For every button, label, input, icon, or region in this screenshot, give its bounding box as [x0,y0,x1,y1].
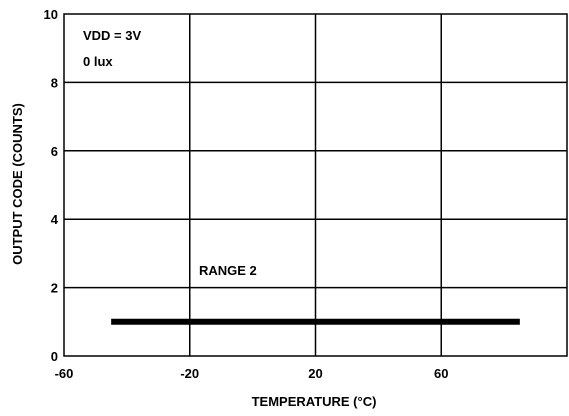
x-tick-label: -60 [55,366,74,381]
condition-lux: 0 lux [83,54,113,69]
y-tick-labels: 0 2 4 6 8 10 [44,7,59,364]
x-tick-labels: -60 -20 20 60 [55,366,449,381]
y-tick-label: 6 [51,144,58,159]
y-tick-label: 10 [44,7,58,22]
x-tick-label: 20 [308,366,322,381]
series-label-range-2: RANGE 2 [199,263,257,278]
condition-vdd: VDD = 3V [83,28,141,43]
y-tick-label: 0 [51,349,58,364]
y-tick-label: 8 [51,75,58,90]
x-tick-label: -20 [180,366,199,381]
x-axis-title: TEMPERATURE (°C) [252,394,377,409]
plot-frame [63,13,568,357]
y-axis-title: OUTPUT CODE (COUNTS) [10,103,25,265]
x-tick-label: 60 [434,366,448,381]
y-tick-label: 2 [51,281,58,296]
grid [64,14,567,356]
y-tick-label: 4 [51,212,59,227]
